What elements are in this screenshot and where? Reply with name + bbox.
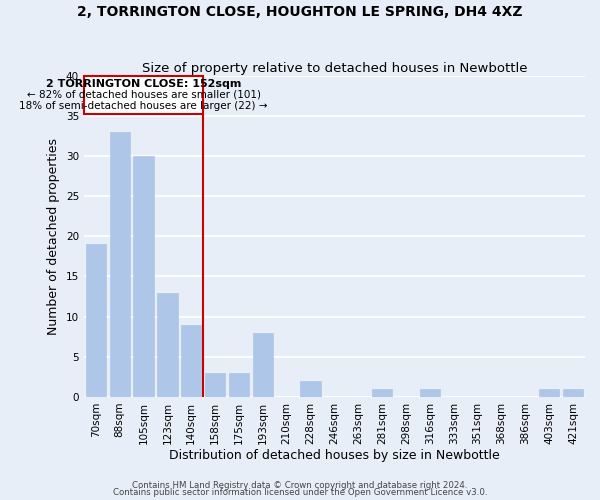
Title: Size of property relative to detached houses in Newbottle: Size of property relative to detached ho… [142,62,527,74]
X-axis label: Distribution of detached houses by size in Newbottle: Distribution of detached houses by size … [169,450,500,462]
Bar [157,292,178,397]
Bar [420,389,440,397]
Bar [253,332,273,397]
Bar [563,389,583,397]
Bar [133,156,154,397]
Text: ← 82% of detached houses are smaller (101): ← 82% of detached houses are smaller (10… [26,90,260,100]
Bar [372,389,392,397]
Text: 2, TORRINGTON CLOSE, HOUGHTON LE SPRING, DH4 4XZ: 2, TORRINGTON CLOSE, HOUGHTON LE SPRING,… [77,5,523,19]
Bar [205,373,225,397]
Y-axis label: Number of detached properties: Number of detached properties [47,138,60,335]
Bar [301,381,321,397]
Text: 2 TORRINGTON CLOSE: 152sqm: 2 TORRINGTON CLOSE: 152sqm [46,79,241,89]
Bar [229,373,249,397]
Text: Contains HM Land Registry data © Crown copyright and database right 2024.: Contains HM Land Registry data © Crown c… [132,480,468,490]
Text: 18% of semi-detached houses are larger (22) →: 18% of semi-detached houses are larger (… [19,100,268,110]
FancyBboxPatch shape [84,76,203,114]
Text: Contains public sector information licensed under the Open Government Licence v3: Contains public sector information licen… [113,488,487,497]
Bar [181,324,202,397]
Bar [110,132,130,397]
Bar [86,244,106,397]
Bar [539,389,559,397]
